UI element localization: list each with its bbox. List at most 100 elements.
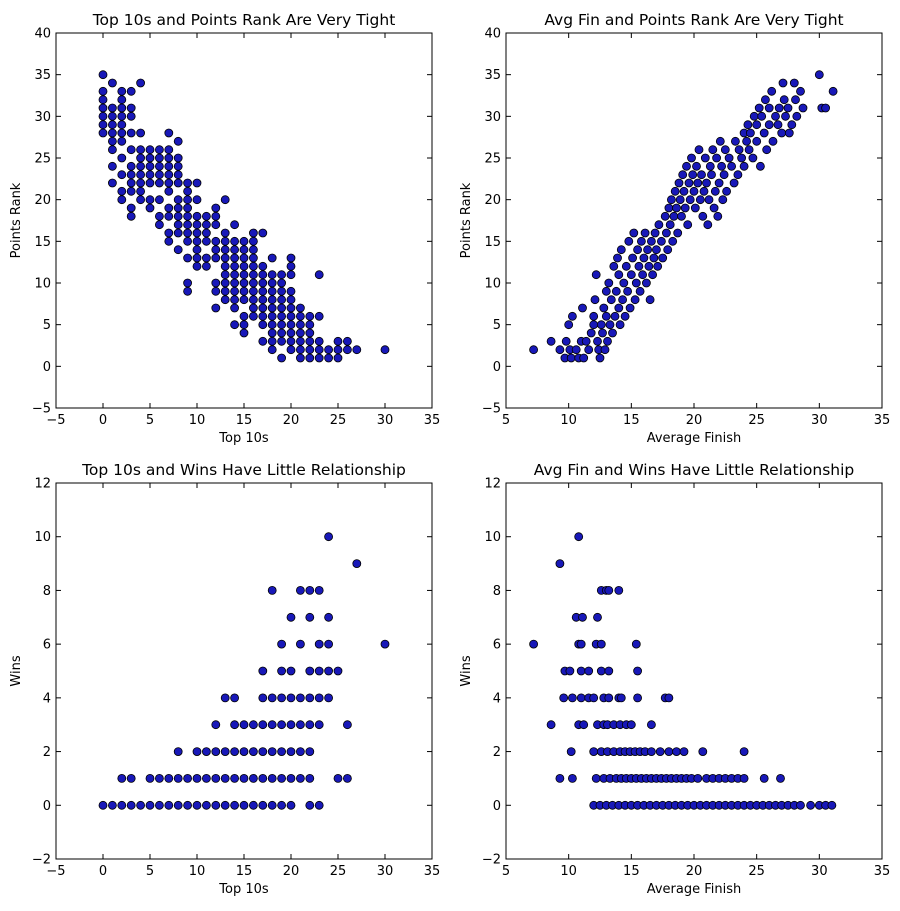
data-point <box>614 270 624 280</box>
data-point <box>277 666 287 676</box>
data-point <box>192 774 202 783</box>
data-point <box>698 747 708 756</box>
data-point <box>267 320 277 330</box>
data-point <box>192 178 202 188</box>
data-point <box>698 211 708 221</box>
data-point <box>295 693 305 703</box>
data-point <box>267 345 277 355</box>
data-point <box>614 303 624 313</box>
data-point <box>754 103 764 113</box>
data-point <box>277 295 287 305</box>
data-point <box>576 693 586 703</box>
data-point <box>211 253 221 263</box>
data-point <box>615 320 625 330</box>
data-point <box>687 153 696 163</box>
data-point <box>693 774 703 783</box>
data-point <box>639 253 649 263</box>
data-point <box>749 111 759 121</box>
x-tick-label: 20 <box>686 864 703 879</box>
data-point <box>220 693 230 703</box>
data-point <box>164 170 174 180</box>
y-tick-label: 10 <box>34 277 51 292</box>
data-point <box>324 612 334 622</box>
data-point <box>277 286 287 296</box>
data-point <box>314 693 324 703</box>
data-point <box>664 693 674 703</box>
data-point <box>211 278 221 288</box>
data-point <box>173 220 183 230</box>
data-point <box>201 253 211 263</box>
data-point <box>154 800 164 810</box>
data-point <box>117 103 127 113</box>
data-point <box>211 236 221 246</box>
data-point <box>230 774 240 783</box>
data-point <box>286 270 296 280</box>
data-point <box>154 145 164 155</box>
data-point <box>724 153 734 163</box>
data-point <box>286 800 296 810</box>
data-point <box>98 95 108 105</box>
data-point <box>277 270 287 280</box>
data-point <box>652 245 661 255</box>
data-point <box>192 747 202 756</box>
data-point <box>211 303 221 313</box>
x-tick-label: 10 <box>189 413 206 428</box>
x-axis-label: Top 10s <box>218 882 269 897</box>
data-point <box>267 747 277 756</box>
data-point <box>663 245 673 255</box>
data-point <box>628 253 637 263</box>
data-point <box>295 303 305 313</box>
data-point <box>277 720 287 730</box>
data-point <box>635 286 645 296</box>
data-point <box>305 345 315 355</box>
data-point <box>771 111 780 121</box>
x-tick-label: 20 <box>283 413 300 428</box>
data-point <box>783 103 793 113</box>
data-point <box>164 800 174 810</box>
data-point <box>230 270 240 280</box>
data-point <box>277 639 287 649</box>
data-point <box>267 586 277 595</box>
data-point <box>145 800 155 810</box>
data-point <box>305 328 315 338</box>
data-point <box>568 693 577 703</box>
data-point <box>555 345 565 355</box>
data-point <box>814 70 824 80</box>
data-point <box>220 747 230 756</box>
data-point <box>305 747 315 756</box>
data-point <box>248 253 258 263</box>
data-point <box>748 153 758 163</box>
data-point <box>126 170 136 180</box>
data-point <box>591 774 601 783</box>
data-point <box>576 666 586 676</box>
data-point <box>752 136 762 146</box>
data-point <box>220 253 230 263</box>
data-point <box>173 800 183 810</box>
data-point <box>277 353 287 363</box>
data-point <box>201 228 211 238</box>
data-point <box>693 178 703 188</box>
data-point <box>631 639 641 649</box>
data-point <box>164 145 174 155</box>
x-tick-label: 25 <box>748 864 765 879</box>
data-point <box>305 666 315 676</box>
data-point <box>164 161 174 171</box>
y-tick-label: 40 <box>484 27 501 42</box>
data-point <box>314 639 324 649</box>
data-point <box>727 161 736 171</box>
data-point <box>584 345 594 355</box>
data-point <box>704 195 714 205</box>
data-point <box>126 774 136 783</box>
data-point <box>164 228 174 238</box>
data-point <box>703 220 713 230</box>
data-point <box>715 136 725 146</box>
data-point <box>239 245 249 255</box>
data-point <box>679 747 689 756</box>
data-point <box>650 228 660 238</box>
data-point <box>173 161 183 171</box>
data-point <box>314 720 324 730</box>
data-point <box>154 195 164 205</box>
data-point <box>258 720 268 730</box>
data-point <box>173 203 183 213</box>
data-point <box>342 345 352 355</box>
